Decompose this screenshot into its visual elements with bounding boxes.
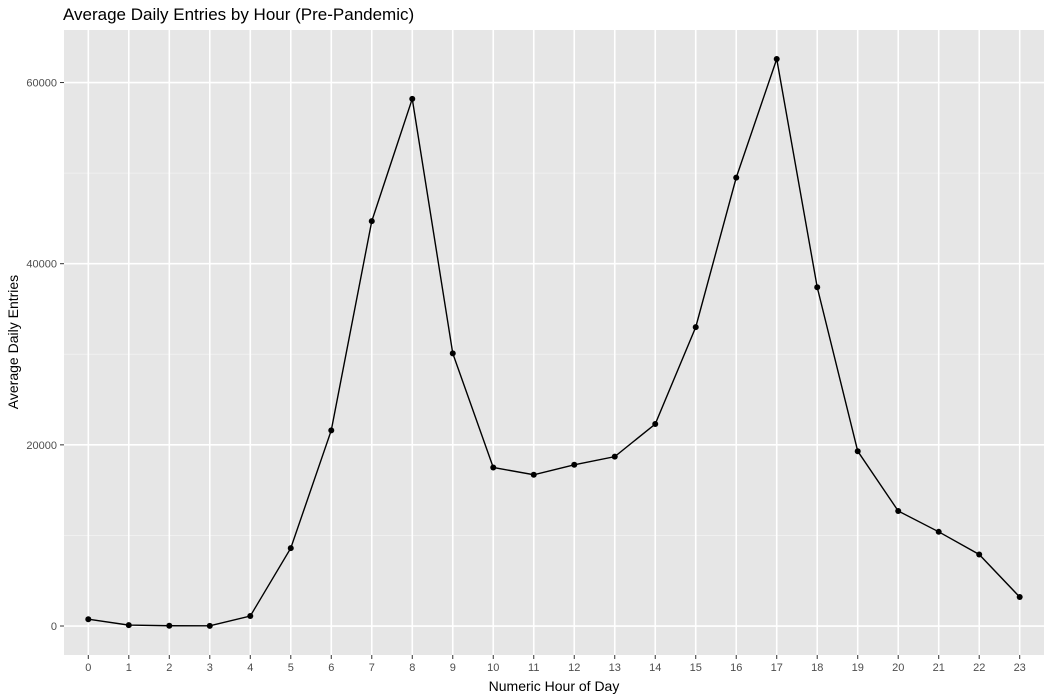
- data-point: [976, 551, 983, 558]
- data-point: [935, 528, 942, 535]
- x-axis-title: Numeric Hour of Day: [489, 678, 620, 694]
- data-point: [571, 461, 578, 468]
- chart-title: Average Daily Entries by Hour (Pre-Pande…: [63, 5, 414, 24]
- data-point: [287, 545, 294, 552]
- data-point: [409, 95, 416, 102]
- series-layer: [85, 55, 1023, 629]
- x-tick-label: 0: [85, 662, 91, 674]
- x-tick-label: 2: [166, 662, 172, 674]
- data-point: [611, 453, 618, 460]
- data-point: [449, 350, 456, 357]
- data-point: [733, 174, 740, 181]
- data-point: [206, 622, 213, 629]
- y-axis-title: Average Daily Entries: [5, 275, 21, 409]
- data-point: [368, 218, 375, 225]
- data-point: [247, 613, 254, 620]
- x-tick-label: 16: [730, 662, 742, 674]
- x-tick-label: 23: [1014, 662, 1026, 674]
- x-tick-label: 15: [690, 662, 702, 674]
- plot-panel: [64, 30, 1044, 655]
- x-tick-label: 8: [409, 662, 415, 674]
- data-point: [125, 622, 132, 629]
- x-tick-label: 17: [771, 662, 783, 674]
- data-point: [854, 448, 861, 455]
- data-point: [773, 55, 780, 62]
- x-tick-label: 18: [811, 662, 823, 674]
- data-point: [530, 471, 537, 478]
- x-tick-label: 12: [568, 662, 580, 674]
- y-tick-label: 20000: [26, 440, 57, 452]
- x-tick-label: 9: [450, 662, 456, 674]
- data-point: [166, 622, 173, 629]
- x-tick-label: 20: [892, 662, 904, 674]
- x-tick-label: 1: [126, 662, 132, 674]
- x-tick-label: 22: [973, 662, 985, 674]
- series-line: [88, 58, 1021, 627]
- x-tick-label: 5: [288, 662, 294, 674]
- grid-lines: [64, 30, 1044, 655]
- x-tick-label: 14: [649, 662, 661, 674]
- data-point: [490, 464, 497, 471]
- x-tick-label: 11: [528, 662, 539, 674]
- data-point: [895, 507, 902, 514]
- x-tick-label: 19: [852, 662, 864, 674]
- x-tick-label: 7: [369, 662, 375, 674]
- y-tick-label: 60000: [26, 78, 57, 90]
- x-tick-label: 6: [328, 662, 334, 674]
- data-point: [814, 284, 821, 291]
- data-point: [328, 427, 335, 434]
- x-tick-label: 4: [247, 662, 253, 674]
- data-point: [1016, 594, 1023, 601]
- x-tick-label: 3: [207, 662, 213, 674]
- y-tick-label: 40000: [26, 259, 57, 271]
- y-tick-label: 0: [51, 621, 57, 633]
- x-tick-label: 21: [933, 662, 945, 674]
- x-tick-label: 13: [609, 662, 621, 674]
- data-point: [652, 421, 659, 428]
- data-point: [85, 616, 92, 623]
- data-point: [692, 324, 699, 331]
- x-tick-label: 10: [487, 662, 499, 674]
